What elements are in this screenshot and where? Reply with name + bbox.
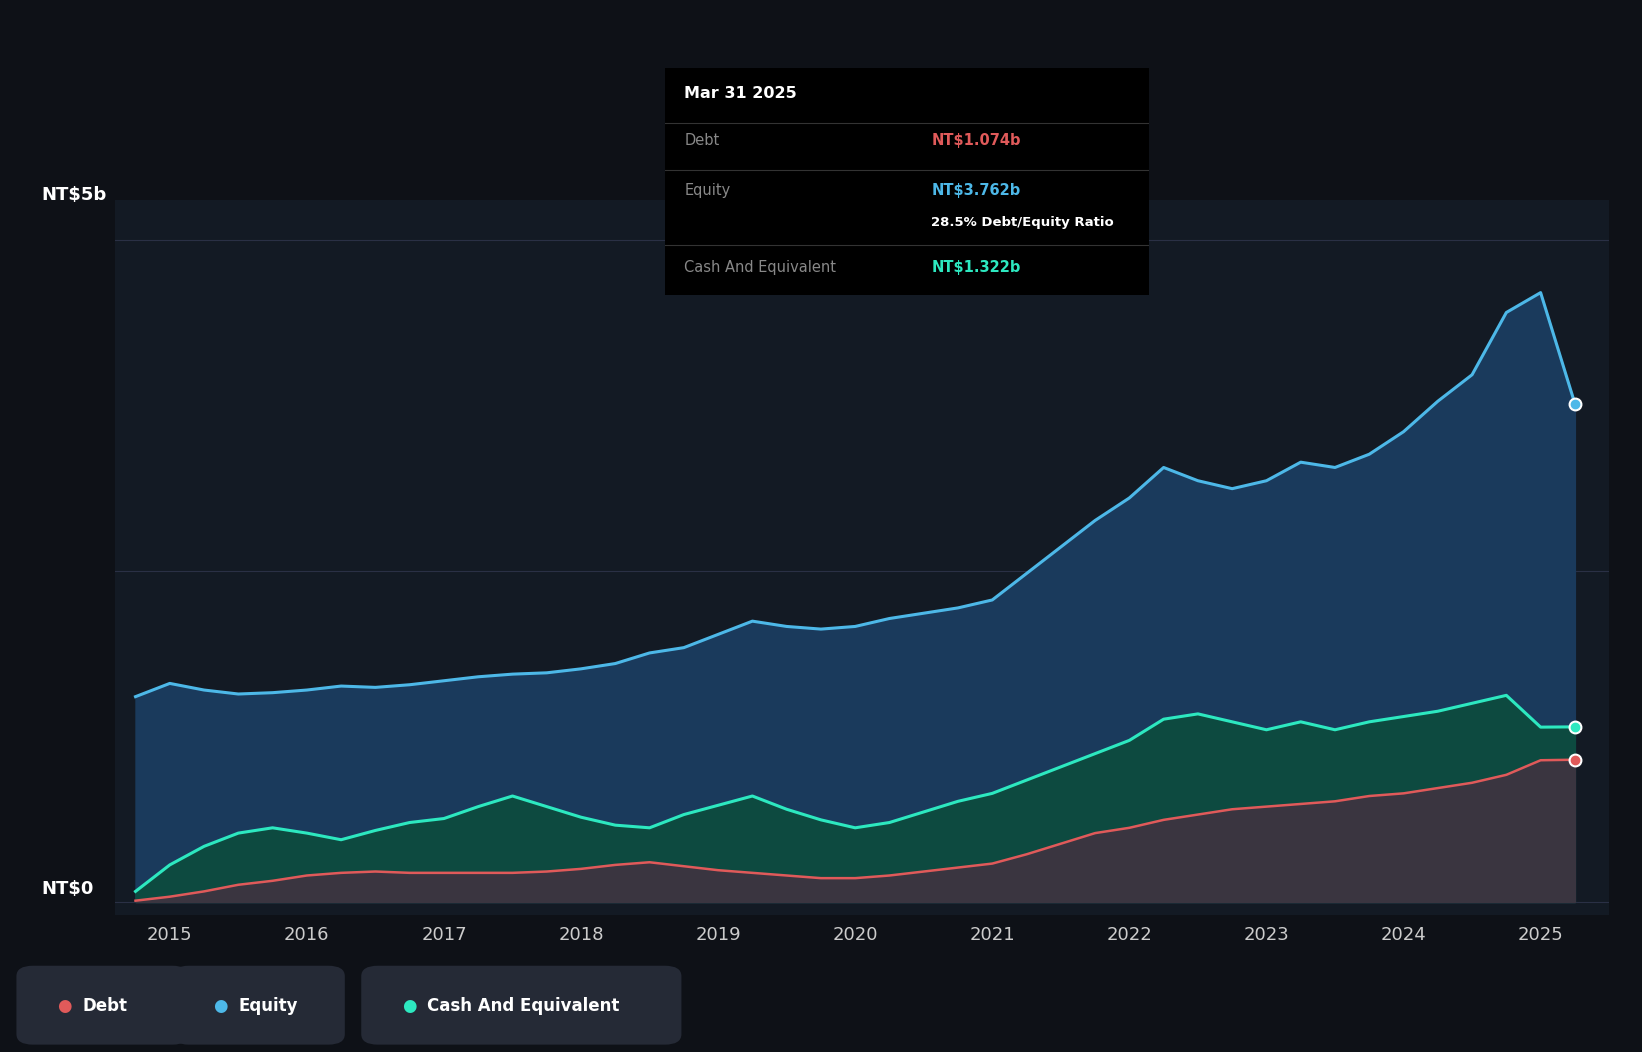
Text: ●: ●: [402, 996, 417, 1015]
Text: Equity: Equity: [685, 183, 731, 198]
Text: Mar 31 2025: Mar 31 2025: [685, 86, 796, 101]
Text: NT$1.322b: NT$1.322b: [931, 260, 1021, 275]
Text: Equity: Equity: [238, 996, 297, 1015]
Text: ●: ●: [57, 996, 72, 1015]
Text: NT$0: NT$0: [41, 879, 94, 898]
Text: NT$1.074b: NT$1.074b: [931, 134, 1021, 148]
Text: Cash And Equivalent: Cash And Equivalent: [427, 996, 619, 1015]
Text: NT$3.762b: NT$3.762b: [931, 183, 1021, 198]
Text: ●: ●: [213, 996, 228, 1015]
Text: NT$5b: NT$5b: [41, 185, 107, 204]
Text: Cash And Equivalent: Cash And Equivalent: [685, 260, 836, 275]
Text: Debt: Debt: [82, 996, 126, 1015]
Text: 28.5% Debt/Equity Ratio: 28.5% Debt/Equity Ratio: [931, 216, 1115, 228]
Text: Debt: Debt: [685, 134, 719, 148]
